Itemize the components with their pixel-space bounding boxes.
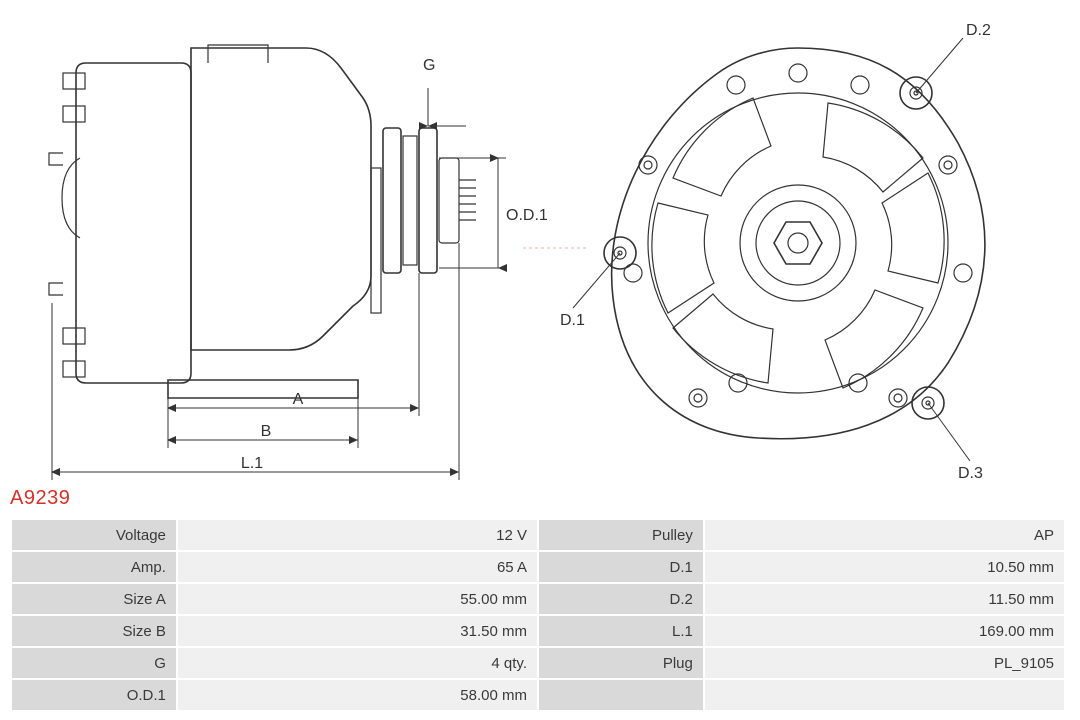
label-b: B xyxy=(261,423,272,440)
spec-label: G xyxy=(12,648,176,678)
front-view: D.1 D.2 D.3 xyxy=(560,22,991,482)
spec-value: 12 V xyxy=(178,520,537,550)
part-code: A9239 xyxy=(10,487,1072,510)
table-row: Voltage12 VPulleyAP xyxy=(12,520,1064,550)
table-row: Size A55.00 mmD.211.50 mm xyxy=(12,584,1064,614)
spec-value: AP xyxy=(705,520,1064,550)
label-d2: D.2 xyxy=(966,22,991,39)
spec-value: 55.00 mm xyxy=(178,584,537,614)
spec-value: 10.50 mm xyxy=(705,552,1064,582)
spec-value xyxy=(705,680,1064,710)
spec-label: Voltage xyxy=(12,520,176,550)
spec-label: L.1 xyxy=(539,616,703,646)
spec-label: D.1 xyxy=(539,552,703,582)
spec-table: Voltage12 VPulleyAPAmp.65 AD.110.50 mmSi… xyxy=(10,518,1066,712)
table-row: G4 qty.PlugPL_9105 xyxy=(12,648,1064,678)
label-d1: D.1 xyxy=(560,312,585,329)
drawing-svg: G O.D.1 A B L.1 xyxy=(8,8,1068,483)
technical-drawing: G O.D.1 A B L.1 xyxy=(8,8,1068,483)
spec-label: D.2 xyxy=(539,584,703,614)
label-g: G xyxy=(423,57,435,74)
spec-label: Plug xyxy=(539,648,703,678)
label-od1: O.D.1 xyxy=(506,207,548,224)
spec-value: 58.00 mm xyxy=(178,680,537,710)
spec-value: PL_9105 xyxy=(705,648,1064,678)
label-a: A xyxy=(293,391,304,408)
table-row: Amp.65 AD.110.50 mm xyxy=(12,552,1064,582)
spec-value: 4 qty. xyxy=(178,648,537,678)
spec-label xyxy=(539,680,703,710)
table-row: Size B31.50 mmL.1169.00 mm xyxy=(12,616,1064,646)
spec-value: 65 A xyxy=(178,552,537,582)
spec-label: Amp. xyxy=(12,552,176,582)
side-view: G O.D.1 A B L.1 xyxy=(49,45,548,480)
spec-value: 11.50 mm xyxy=(705,584,1064,614)
spec-value: 31.50 mm xyxy=(178,616,537,646)
label-l1: L.1 xyxy=(241,455,263,472)
table-row: O.D.158.00 mm xyxy=(12,680,1064,710)
spec-label: Pulley xyxy=(539,520,703,550)
spec-label: O.D.1 xyxy=(12,680,176,710)
spec-value: 169.00 mm xyxy=(705,616,1064,646)
spec-label: Size A xyxy=(12,584,176,614)
spec-label: Size B xyxy=(12,616,176,646)
label-d3: D.3 xyxy=(958,465,983,482)
